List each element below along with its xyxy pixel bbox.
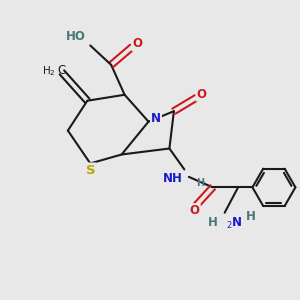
Text: N: N	[151, 112, 161, 125]
Text: NH: NH	[163, 172, 183, 185]
Text: O: O	[190, 204, 200, 217]
Text: C: C	[58, 64, 66, 77]
Text: H: H	[196, 178, 204, 188]
Text: O: O	[133, 38, 142, 50]
Text: HO: HO	[66, 29, 86, 43]
Text: H$_2$: H$_2$	[42, 64, 55, 78]
Text: H: H	[246, 210, 256, 223]
Text: S: S	[86, 164, 96, 176]
Text: H: H	[208, 216, 218, 229]
Text: O: O	[197, 88, 207, 101]
Text: $_2$N: $_2$N	[226, 216, 243, 231]
